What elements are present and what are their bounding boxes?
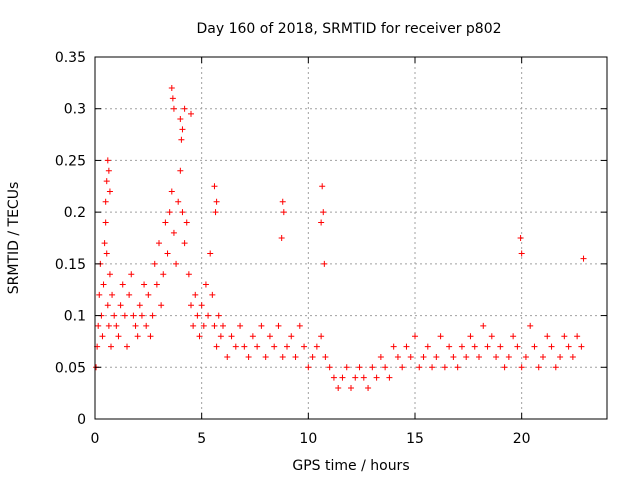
y-tick-label: 0	[77, 412, 86, 428]
x-tick-label: 20	[513, 431, 531, 447]
x-tick-label: 15	[406, 431, 424, 447]
x-tick-label: 5	[197, 431, 206, 447]
y-tick-label: 0.3	[64, 102, 86, 118]
y-tick-label: 0.25	[55, 153, 86, 169]
x-axis-label: GPS time / hours	[292, 458, 409, 474]
y-tick-label: 0.05	[55, 360, 86, 376]
y-tick-label: 0.35	[55, 50, 86, 66]
chart-title: Day 160 of 2018, SRMTID for receiver p80…	[196, 21, 501, 37]
y-tick-label: 0.15	[55, 257, 86, 273]
x-tick-label: 0	[91, 431, 100, 447]
y-tick-label: 0.1	[64, 309, 86, 325]
chart-background	[0, 0, 640, 480]
x-tick-label: 10	[299, 431, 317, 447]
srmtid-scatter-chart: Day 160 of 2018, SRMTID for receiver p80…	[0, 0, 640, 480]
y-axis-label: SRMTID / TECUs	[6, 182, 22, 295]
y-tick-label: 0.2	[64, 205, 86, 221]
